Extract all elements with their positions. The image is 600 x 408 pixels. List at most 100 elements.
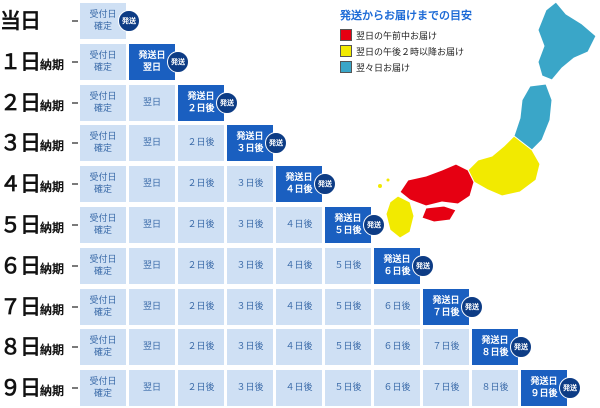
day-step-cell: ３日後 (227, 288, 273, 325)
legend-item-morning: 翌日の午前中お届け (340, 27, 540, 43)
lead-time-label: 当日 (0, 6, 41, 36)
day-step-cell: 翌日 (129, 329, 175, 366)
order-confirmed-cell: 受付日 確定 (80, 329, 126, 366)
day-step-cell: ２日後 (178, 166, 224, 203)
day-step-cell: ４日後 (276, 329, 322, 366)
lead-time-suffix: 納期 (40, 302, 65, 317)
order-confirmed-cell: 受付日 確定 (80, 288, 126, 325)
legend: 発送からお届けまでの目安 翌日の午前中お届け 翌日の午後２時以降お届け 翌々日お… (340, 7, 540, 75)
day-step-cell: ２日後 (178, 370, 224, 407)
legend-swatch-red (340, 29, 352, 41)
ship-day-line1: 発送日 (236, 132, 264, 143)
order-confirmed-cell: 受付日 確定 (80, 84, 126, 121)
lead-time-days: ９日 (0, 376, 41, 401)
lead-time-days: ７日 (0, 294, 41, 319)
confirm-line1: 受付日 (89, 377, 117, 388)
ship-day-line2: ８日後 (481, 348, 509, 359)
lead-time-label: ６日納期 (0, 251, 64, 281)
confirm-line1: 受付日 (89, 214, 117, 224)
row-connector (72, 183, 78, 186)
ship-day-line2: ３日後 (236, 144, 264, 155)
schedule-row: ７日納期 受付日 確定 翌日 ２日後 ３日後 ４日後 ５日後 ６日後 発送日 ７日後 発送 (0, 286, 600, 326)
day-step-cell: ８日後 (472, 370, 518, 407)
schedule-row: ８日納期 受付日 確定 翌日 ２日後 ３日後 ４日後 ５日後 ６日後 ７日後 発送日 ８日後 発送 (0, 326, 600, 366)
ship-day-line1: 発送日 (138, 50, 166, 61)
lead-time-label: ７日納期 (0, 292, 64, 322)
confirm-line2: 確定 (93, 185, 112, 196)
map-region-kanto-chubu (467, 135, 541, 197)
legend-label: 翌々日お届け (356, 63, 411, 74)
lead-time-suffix: 納期 (40, 98, 65, 113)
confirm-line2: 確定 (93, 389, 112, 400)
schedule-row: ９日納期 受付日 確定 翌日 ２日後 ３日後 ４日後 ５日後 ６日後 ７日後 ８日後 発送日 ９日後 発送 (0, 367, 600, 407)
legend-label: 翌日の午後２時以降お届け (356, 47, 465, 58)
day-step-cell: 翌日 (129, 166, 175, 203)
day-step-cell: ４日後 (276, 370, 322, 407)
schedule-row: ２日納期 受付日 確定 翌日 発送日 ２日後 発送 (0, 82, 600, 122)
row-connector (72, 264, 78, 267)
ship-badge: 発送 (363, 214, 385, 236)
day-step-cell: ４日後 (276, 207, 322, 243)
day-step-cell: ３日後 (227, 247, 273, 284)
confirm-line1: 受付日 (89, 173, 117, 184)
day-step-cell: ５日後 (325, 247, 371, 284)
legend-item-afternoon: 翌日の午後２時以降お届け (340, 43, 540, 59)
lead-time-days: ２日 (0, 90, 41, 115)
day-step-cell: ２日後 (178, 247, 224, 284)
ship-day-cell: 発送日 ４日後 (276, 166, 322, 203)
row-connector (72, 387, 78, 390)
order-confirmed-cell: 受付日 確定 (80, 43, 126, 80)
ship-badge: 発送 (412, 254, 434, 277)
ship-badge: 発送 (314, 173, 336, 196)
day-step-cell: ３日後 (227, 207, 273, 243)
lead-time-label: ３日納期 (0, 128, 64, 158)
ship-day-line1: 発送日 (432, 295, 460, 306)
day-step-cell: ３日後 (227, 370, 273, 407)
lead-time-suffix: 納期 (40, 57, 65, 72)
ship-badge: 発送 (118, 10, 140, 32)
japan-map (378, 1, 597, 239)
lead-time-suffix: 納期 (40, 261, 65, 276)
ship-day-line2: ４日後 (285, 185, 313, 196)
day-step-cell: ３日後 (227, 166, 273, 203)
day-step-cell: ４日後 (276, 288, 322, 325)
day-step-cell: ６日後 (374, 370, 420, 407)
legend-swatch-blue (340, 61, 352, 73)
ship-day-line2: ６日後 (383, 266, 411, 277)
day-step-cell: 翌日 (129, 207, 175, 243)
confirm-line2: 確定 (93, 226, 112, 236)
confirm-line2: 確定 (93, 307, 112, 318)
lead-time-label: ２日納期 (0, 88, 64, 118)
lead-time-label: ５日納期 (0, 210, 64, 240)
map-region-kyushu (385, 195, 415, 239)
order-confirmed-cell: 受付日 確定 (80, 207, 126, 243)
day-step-cell: ６日後 (374, 288, 420, 325)
ship-day-line1: 発送日 (285, 173, 313, 184)
schedule-row: ６日納期 受付日 確定 翌日 ２日後 ３日後 ４日後 ５日後 発送日 ６日後 発送 (0, 245, 600, 285)
ship-badge: 発送 (461, 295, 483, 318)
schedule-row: １日納期 受付日 確定 発送日 翌日 発送 (0, 41, 600, 81)
confirm-line1: 受付日 (89, 132, 117, 143)
schedule-row: ３日納期 受付日 確定 翌日 ２日後 発送日 ３日後 発送 (0, 122, 600, 162)
confirm-line2: 確定 (93, 62, 112, 73)
ship-day-line1: 発送日 (383, 254, 411, 265)
schedule-row: ５日納期 受付日 確定 翌日 ２日後 ３日後 ４日後 発送日 ５日後 発送 (0, 204, 600, 244)
day-step-cell: 翌日 (129, 125, 175, 162)
day-step-cell: ２日後 (178, 125, 224, 162)
day-step-cell: ３日後 (227, 329, 273, 366)
lead-time-days: ３日 (0, 131, 41, 156)
lead-time-days: ８日 (0, 335, 41, 360)
confirm-line2: 確定 (93, 348, 112, 359)
lead-time-suffix: 納期 (40, 221, 65, 235)
map-island (378, 184, 382, 188)
row-connector (72, 224, 78, 226)
legend-swatch-yellow (340, 45, 352, 57)
lead-time-label: ９日納期 (0, 373, 64, 403)
schedule-row: ４日納期 受付日 確定 翌日 ２日後 ３日後 発送日 ４日後 発送 (0, 163, 600, 203)
order-confirmed-cell: 受付日 確定 (80, 125, 126, 162)
day-step-cell: ２日後 (178, 207, 224, 243)
legend-label: 翌日の午前中お届け (356, 31, 438, 42)
confirm-line2: 確定 (93, 266, 112, 277)
row-connector (72, 142, 78, 145)
confirm-line1: 受付日 (89, 10, 117, 20)
